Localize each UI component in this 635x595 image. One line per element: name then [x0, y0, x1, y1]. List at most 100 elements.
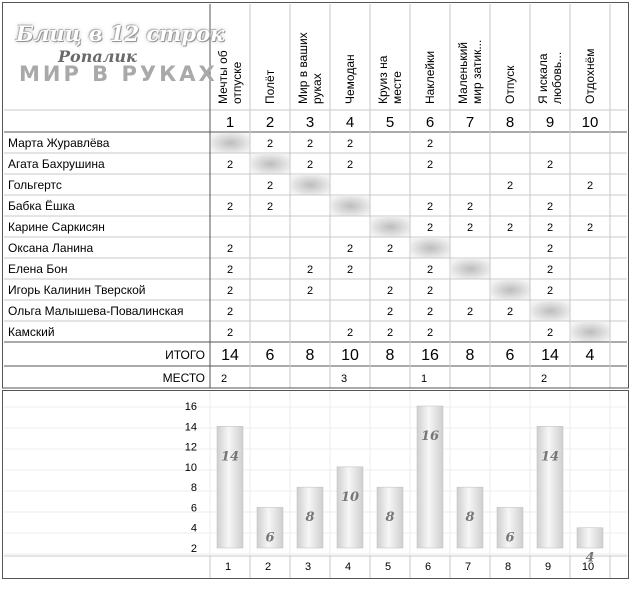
vote-cell: 2 [427, 306, 433, 318]
voter-name: Ольга Малышева-Повалинская [8, 304, 183, 318]
self-vote-cell [331, 196, 370, 216]
column-number: 9 [546, 114, 554, 131]
column-number: 10 [582, 114, 599, 131]
bar-value-label: 10 [341, 490, 359, 505]
place-label: МЕСТО [163, 371, 205, 385]
y-tick-label: 10 [185, 462, 197, 474]
bar [576, 527, 604, 549]
vote-cell: 2 [387, 306, 393, 318]
vote-cell: 2 [427, 285, 433, 297]
total-cell: 16 [421, 347, 439, 364]
column-title: Наклейки [423, 51, 437, 104]
vote-cell: 2 [227, 285, 233, 297]
x-tick-label: 7 [465, 561, 471, 573]
column-title: Мечты об [216, 50, 230, 104]
bar-value-label: 14 [541, 449, 559, 464]
vote-cell: 2 [427, 138, 433, 150]
y-tick-label: 8 [191, 482, 197, 494]
x-tick-label: 3 [305, 561, 311, 573]
y-tick-label: 12 [185, 442, 197, 454]
contest-subtitle: Ропалик [58, 47, 137, 66]
vote-cell: 2 [587, 180, 593, 192]
vote-cell: 2 [547, 201, 553, 213]
vote-cell: 2 [227, 201, 233, 213]
vote-cell: 2 [227, 159, 233, 171]
total-cell: 14 [221, 347, 239, 364]
bar-value-label: 6 [265, 530, 274, 545]
total-cell: 14 [541, 347, 559, 364]
voter-name: Агата Бахрушина [8, 157, 105, 171]
bar [456, 486, 484, 549]
contest-title: Блиц в 12 строк [16, 21, 225, 46]
column-title: отпуске [230, 61, 244, 104]
bar [296, 486, 324, 549]
column-number: 8 [506, 114, 514, 131]
y-tick-label: 4 [191, 523, 197, 535]
x-tick-label: 2 [265, 561, 271, 573]
vote-cell: 2 [507, 222, 513, 234]
column-title: руках [310, 73, 324, 104]
column-title: Маленький [456, 42, 470, 104]
vote-cell: 2 [467, 201, 473, 213]
self-vote-cell [251, 154, 290, 174]
voter-name: Елена Бон [8, 262, 68, 276]
vote-cell: 2 [227, 306, 233, 318]
voter-name: Марта Журавлёва [8, 136, 110, 150]
y-tick-label: 14 [185, 421, 197, 433]
vote-cell: 2 [307, 264, 313, 276]
bar-value-label: 8 [305, 510, 314, 525]
column-number: 4 [346, 114, 354, 131]
total-cell: 8 [466, 347, 475, 364]
vote-cell: 2 [427, 222, 433, 234]
vote-cell: 2 [547, 222, 553, 234]
total-cell: 6 [266, 347, 275, 364]
vote-cell: 2 [547, 285, 553, 297]
bar-value-label: 14 [221, 449, 239, 464]
voter-name: Бабка Ёшка [8, 199, 75, 213]
column-title: любовь... [550, 52, 564, 104]
column-title: Полёт [263, 69, 277, 104]
voter-name: Камский [8, 325, 55, 339]
column-title: мир затик... [470, 40, 484, 104]
vote-cell: 2 [547, 327, 553, 339]
voter-name: Гольгертс [8, 178, 62, 192]
self-vote-cell [531, 301, 570, 321]
vote-cell: 2 [427, 264, 433, 276]
bar [216, 426, 244, 549]
x-tick-label: 1 [225, 561, 231, 573]
column-title: Отдохнём [583, 48, 597, 104]
vote-cell: 2 [267, 138, 273, 150]
column-number: 2 [266, 114, 274, 131]
self-vote-cell [291, 175, 330, 195]
place-cell: 2 [541, 373, 547, 385]
y-tick-label: 6 [191, 502, 197, 514]
column-number: 6 [426, 114, 434, 131]
vote-cell: 2 [307, 285, 313, 297]
bar [496, 507, 524, 549]
place-cell: 1 [421, 373, 427, 385]
total-label: ИТОГО [165, 348, 205, 362]
voter-name: Карине Саркисян [8, 220, 105, 234]
bar-value-label: 8 [385, 510, 394, 525]
bar-value-label: 16 [421, 429, 439, 444]
vote-cell: 2 [267, 180, 273, 192]
x-tick-label: 6 [425, 561, 431, 573]
column-number: 7 [466, 114, 474, 131]
vote-cell: 2 [467, 222, 473, 234]
column-title: Чемодан [343, 54, 357, 104]
self-vote-cell [371, 217, 410, 237]
vote-cell: 2 [427, 159, 433, 171]
self-vote-cell [411, 238, 450, 258]
column-number: 3 [306, 114, 314, 131]
y-tick-label: 2 [191, 543, 197, 555]
column-title: Круиз на [376, 55, 390, 104]
vote-cell: 2 [307, 159, 313, 171]
column-number: 1 [226, 114, 234, 131]
x-tick-label: 5 [385, 561, 391, 573]
total-cell: 4 [586, 347, 595, 364]
column-title: месте [390, 71, 404, 104]
vote-cell: 2 [387, 327, 393, 339]
